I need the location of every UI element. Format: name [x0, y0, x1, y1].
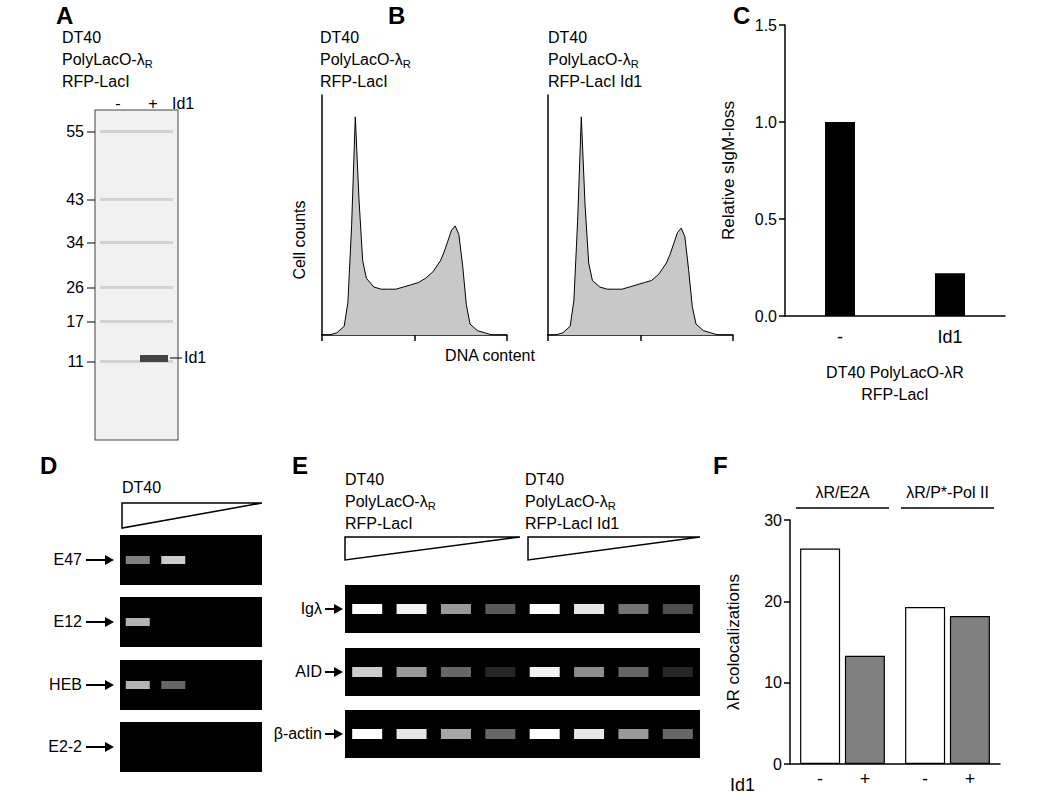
svg-text:-: - — [817, 769, 823, 789]
html-text:DT40: DT40 — [548, 29, 588, 46]
html-text:Id1: Id1 — [184, 349, 207, 366]
html-text:55: 55 — [66, 123, 84, 140]
html-text:34: 34 — [66, 234, 84, 251]
html-text:DT40: DT40 — [525, 471, 565, 488]
svg-text:λR/E2A: λR/E2A — [815, 484, 870, 501]
html-text:D: D — [40, 452, 58, 479]
html-text:PolyLacO-λR: PolyLacO-λR — [345, 493, 436, 512]
html-text:HEB: HEB — [49, 676, 82, 693]
html-text:RFP-LacI: RFP-LacI — [320, 73, 388, 90]
html-text:PolyLacO-λR: PolyLacO-λR — [525, 493, 616, 512]
html-text:F: F — [713, 452, 728, 479]
html-text:DNA content: DNA content — [445, 347, 535, 364]
svg-text:-: - — [837, 327, 843, 347]
html-text:PolyLacO-λR: PolyLacO-λR — [62, 51, 153, 70]
svg-text:λR colocalizations: λR colocalizations — [724, 574, 743, 710]
html-text:DT40: DT40 — [345, 471, 385, 488]
html-text:RFP-LacI: RFP-LacI — [62, 73, 130, 90]
html-text:AID: AID — [295, 663, 322, 680]
html-text:26: 26 — [66, 279, 84, 296]
svg-text:λR/P*-Pol II: λR/P*-Pol II — [906, 484, 989, 501]
html-text:E12: E12 — [53, 613, 82, 630]
svg-text:-: - — [922, 769, 928, 789]
svg-text:Id1: Id1 — [730, 775, 755, 795]
html-text:Igλ: Igλ — [300, 600, 322, 617]
svg-text:0.0: 0.0 — [755, 308, 777, 325]
svg-text:Relative sIgM-loss: Relative sIgM-loss — [719, 101, 738, 240]
html-text:RFP-LacI Id1: RFP-LacI Id1 — [548, 73, 643, 90]
html-text:RFP-LacI: RFP-LacI — [345, 515, 413, 532]
html-text:E2-2: E2-2 — [48, 738, 82, 755]
svg-text:20: 20 — [764, 593, 782, 610]
svg-text:DT40 PolyLacO-λR: DT40 PolyLacO-λR — [826, 364, 964, 381]
html-text:RFP-LacI Id1: RFP-LacI Id1 — [525, 515, 620, 532]
html-text:17: 17 — [66, 313, 84, 330]
html-text:Cell counts: Cell counts — [291, 200, 308, 280]
html-text:C: C — [733, 2, 751, 29]
html-text:11: 11 — [67, 353, 84, 370]
svg-text:+: + — [860, 769, 871, 789]
html-text:DT40: DT40 — [122, 479, 162, 496]
svg-text:RFP-LacI: RFP-LacI — [861, 386, 929, 403]
html-text:PolyLacO-λR: PolyLacO-λR — [548, 51, 639, 70]
svg-text:10: 10 — [764, 674, 782, 691]
html-text:A: A — [56, 2, 74, 29]
svg-text:+: + — [965, 769, 976, 789]
svg-text:0: 0 — [773, 756, 782, 773]
html-text:E: E — [292, 452, 308, 479]
html-text:Id1: Id1 — [172, 95, 195, 112]
html-text:PolyLacO-λR: PolyLacO-λR — [320, 51, 411, 70]
html-text:DT40: DT40 — [320, 29, 360, 46]
svg-text:30: 30 — [764, 512, 782, 529]
html-text:DT40: DT40 — [62, 29, 102, 46]
html-text:43: 43 — [66, 191, 84, 208]
svg-text:0.5: 0.5 — [755, 211, 777, 228]
html-text:β-actin: β-actin — [273, 725, 322, 742]
html-text:B: B — [388, 2, 406, 29]
html-text:E47: E47 — [53, 551, 82, 568]
svg-text:1.0: 1.0 — [755, 114, 777, 131]
svg-text:Id1: Id1 — [937, 327, 962, 347]
svg-text:1.5: 1.5 — [755, 17, 777, 34]
